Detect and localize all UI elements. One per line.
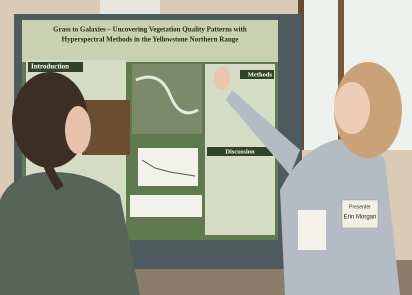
badge-name: Erin Morgan bbox=[344, 215, 377, 221]
poster-title: Hyperspectral Methods in the Yellowstone… bbox=[62, 36, 239, 44]
section-title: Introduction bbox=[31, 63, 69, 71]
section-title: Discussion bbox=[225, 148, 255, 155]
person-hand bbox=[214, 66, 230, 90]
poster-title: Grass to Galaxies – Uncovering Vegetatio… bbox=[53, 26, 247, 34]
photo: Grass to Galaxies – Uncovering Vegetatio… bbox=[0, 0, 412, 295]
section-title: Methods bbox=[248, 71, 273, 78]
graph-image bbox=[130, 195, 202, 217]
page: Grass to Galaxies – Uncovering Vegetatio… bbox=[0, 0, 412, 295]
person-face bbox=[65, 106, 91, 154]
papers bbox=[298, 210, 326, 250]
badge-role: Presenter bbox=[349, 204, 371, 210]
graph-image bbox=[138, 148, 198, 186]
poster-column bbox=[205, 145, 275, 235]
person-face bbox=[334, 82, 370, 134]
map-image bbox=[132, 64, 202, 134]
